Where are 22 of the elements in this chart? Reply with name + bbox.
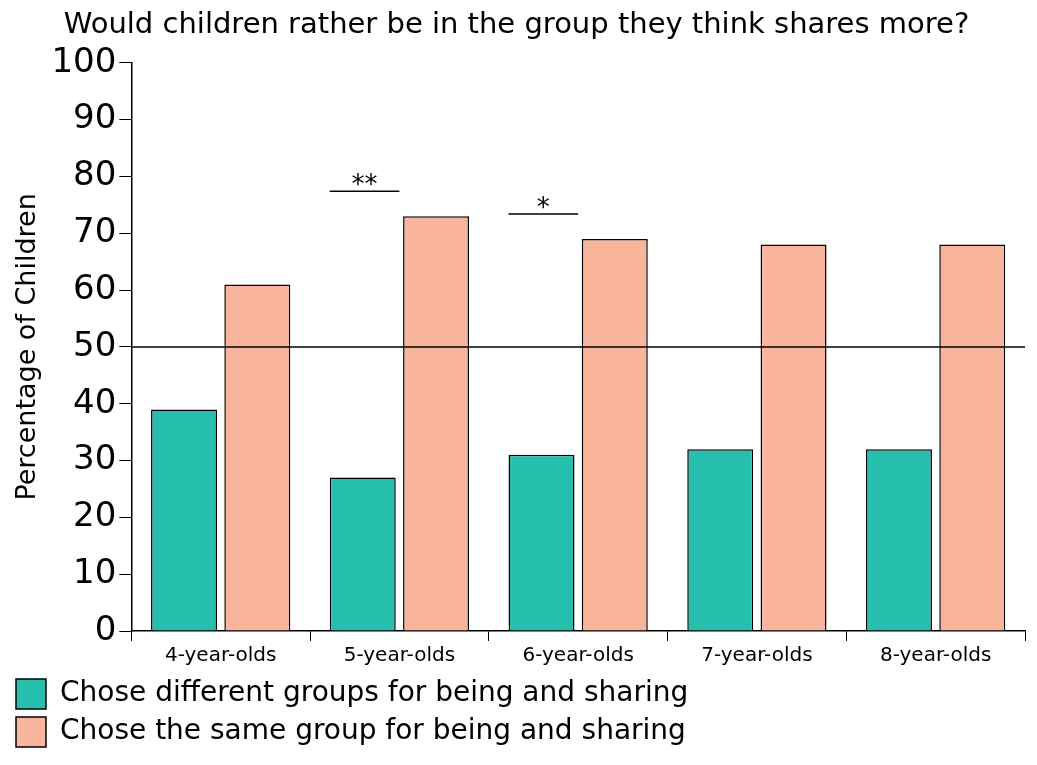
annotation: * bbox=[536, 191, 550, 222]
y-tick-label: 70 bbox=[73, 210, 117, 251]
chart-title: Would children rather be in the group they think shares more? bbox=[63, 5, 970, 40]
y-tick-label: 20 bbox=[73, 494, 117, 535]
y-tick-label: 0 bbox=[94, 607, 117, 648]
y-tick-label: 30 bbox=[73, 437, 117, 478]
x-tick-label: 4-year-olds bbox=[164, 642, 277, 667]
y-tick-label: 50 bbox=[73, 323, 117, 364]
y-tick-label: 60 bbox=[73, 266, 117, 307]
y-tick-label: 40 bbox=[73, 380, 117, 421]
y-tick-label: 10 bbox=[73, 551, 117, 592]
x-tick-label: 5-year-olds bbox=[343, 642, 456, 667]
x-tick-label: 7-year-olds bbox=[701, 642, 813, 667]
x-tick-label: 6-year-olds bbox=[522, 642, 634, 667]
y-tick-label: 80 bbox=[73, 153, 117, 194]
annotation: ** bbox=[351, 168, 378, 199]
legend-label: Chose the same group for being and sharing bbox=[60, 713, 686, 747]
x-tick-label: 8-year-olds bbox=[879, 642, 992, 667]
legend-label: Chose different groups for being and sharing bbox=[60, 675, 689, 709]
y-tick-label: 90 bbox=[73, 96, 117, 137]
y-axis-title: Percentage of Children bbox=[10, 193, 42, 501]
y-tick-label: 100 bbox=[51, 39, 117, 80]
